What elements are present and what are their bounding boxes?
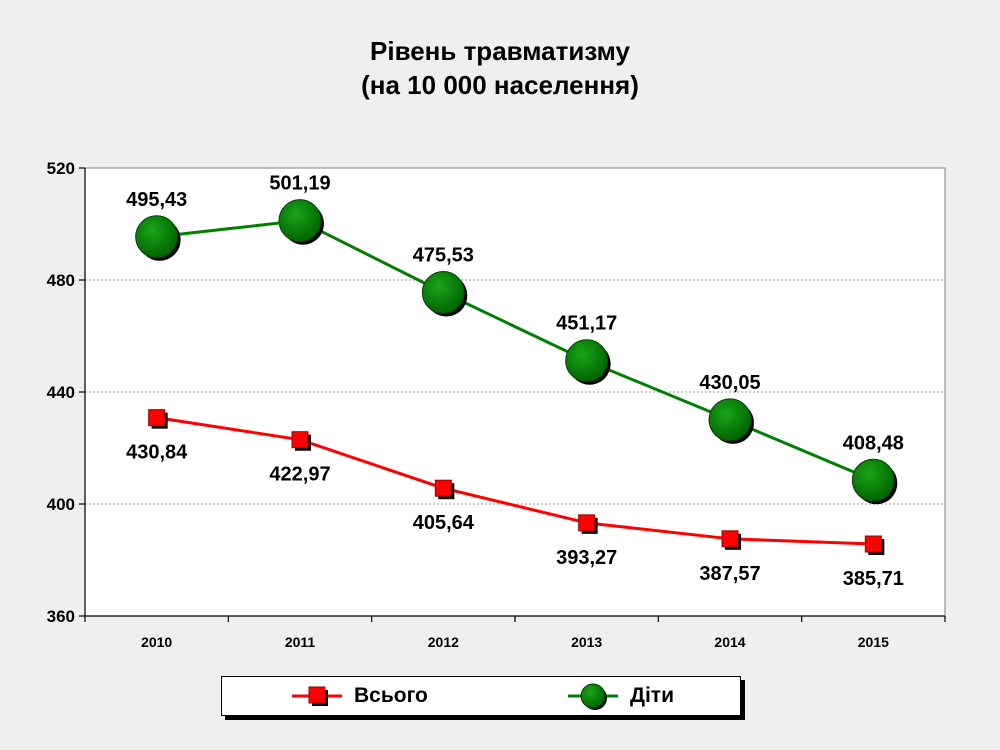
data-point-square (721, 530, 739, 548)
data-point-circle (708, 398, 752, 442)
data-label: 393,27 (556, 547, 617, 569)
legend-swatch-circle-icon (568, 683, 618, 710)
y-tick-label: 400 (47, 495, 75, 514)
data-point-square (291, 431, 309, 449)
x-tick-label: 2014 (714, 634, 745, 650)
legend-label-series-2: Діти (630, 684, 674, 707)
chart-subtitle: (на 10 000 населення) (361, 70, 639, 100)
y-tick-label: 360 (47, 607, 75, 626)
data-label: 495,43 (126, 189, 187, 211)
legend-swatch-square-icon (292, 686, 342, 706)
data-label: 387,57 (699, 563, 760, 585)
y-tick-label: 440 (47, 383, 75, 402)
data-label: 430,84 (126, 442, 188, 464)
series-line-1 (156, 416, 874, 546)
data-label: 475,53 (413, 245, 474, 267)
x-tick-label: 2013 (571, 634, 602, 650)
data-label: 385,71 (843, 568, 904, 590)
data-point-square (434, 479, 452, 497)
chart-title-line1: Рівень травматизму (370, 36, 630, 66)
data-point-circle (278, 199, 322, 243)
data-label: 408,48 (843, 432, 904, 454)
data-label: 451,17 (556, 313, 617, 335)
y-tick-label: 520 (47, 159, 75, 178)
data-point-square (864, 535, 882, 553)
x-tick-label: 2011 (285, 634, 316, 650)
data-label: 430,05 (699, 372, 760, 394)
legend-item-series-2: Діти (564, 677, 674, 715)
legend-label-series-1: Всього (354, 684, 428, 707)
data-label: 501,19 (269, 173, 330, 195)
data-label: 422,97 (269, 464, 330, 486)
series-line-2 (156, 219, 874, 482)
data-point-circle (565, 339, 609, 383)
data-point-circle (851, 458, 895, 502)
x-tick-label: 2010 (141, 634, 172, 650)
legend-item-series-1: Всього (288, 677, 428, 715)
x-tick-label: 2015 (858, 634, 889, 650)
chart-legend: Всього Діти (221, 676, 741, 716)
data-point-square (148, 409, 166, 427)
data-label: 405,64 (413, 512, 475, 534)
data-point-circle (135, 215, 179, 259)
x-tick-label: 2012 (428, 634, 459, 650)
data-point-circle (421, 271, 465, 315)
y-tick-label: 480 (47, 271, 75, 290)
chart-title: Рівень травматизму (на 10 000 населення) (0, 34, 1000, 102)
data-point-square (578, 514, 596, 532)
